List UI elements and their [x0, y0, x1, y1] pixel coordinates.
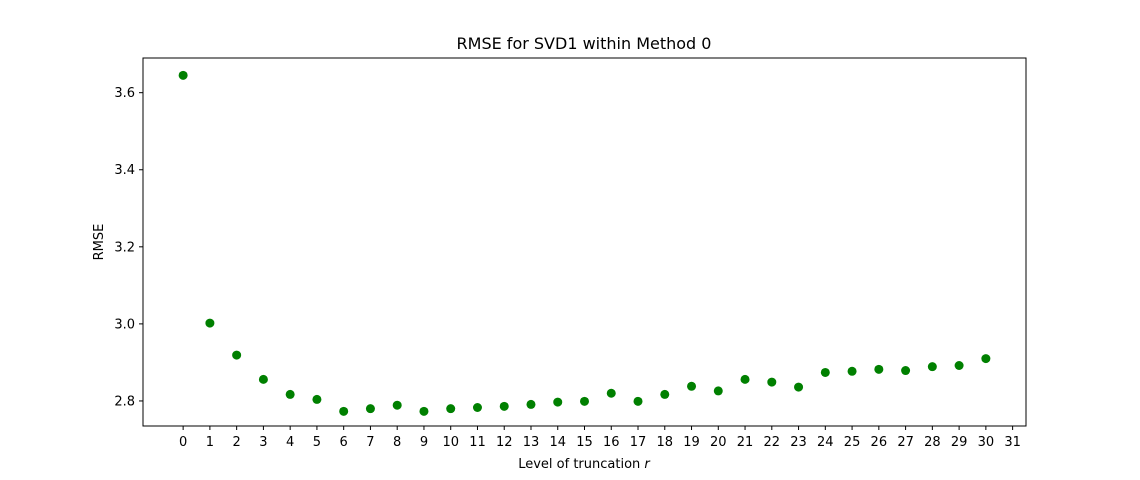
y-tick-label: 3.2 [114, 240, 135, 255]
x-tick-label: 16 [603, 435, 620, 450]
x-tick-label: 5 [313, 435, 321, 450]
data-point [499, 401, 509, 411]
x-axis-label-text: Level of truncation [518, 457, 640, 472]
plot-area [178, 70, 991, 416]
x-tick-label: 18 [656, 435, 673, 450]
x-tick-label: 14 [549, 435, 566, 450]
x-tick-label: 31 [1004, 435, 1021, 450]
data-point [419, 406, 429, 416]
x-tick-label: 27 [897, 435, 914, 450]
data-point [392, 400, 402, 410]
x-tick-label: 17 [630, 435, 647, 450]
data-point [901, 366, 911, 376]
y-tick-label: 3.6 [114, 86, 135, 101]
y-tick-label: 3.0 [114, 317, 135, 332]
data-point [339, 406, 349, 416]
x-tick-label: 3 [259, 435, 267, 450]
x-tick-label: 25 [844, 435, 861, 450]
data-point [767, 377, 777, 387]
data-point [312, 394, 322, 404]
x-tick-label: 29 [951, 435, 968, 450]
y-axis-label: RMSE [92, 224, 107, 261]
data-point [687, 381, 697, 391]
data-point [580, 396, 589, 406]
x-tick-label: 28 [924, 435, 941, 450]
data-point [365, 404, 375, 414]
data-point [285, 389, 295, 399]
data-point [981, 354, 991, 364]
x-axis-label-variable: r [644, 457, 651, 472]
data-point [258, 374, 268, 384]
x-tick-label: 9 [420, 435, 428, 450]
x-tick-label: 6 [340, 435, 348, 450]
data-point [178, 70, 188, 80]
x-tick-label: 21 [737, 435, 754, 450]
data-point [472, 403, 482, 413]
x-tick-label: 12 [496, 435, 513, 450]
x-tick-label: 15 [576, 435, 593, 450]
x-tick-label: 2 [233, 435, 241, 450]
data-point [794, 382, 804, 392]
data-point [553, 397, 563, 407]
x-tick-label: 11 [469, 435, 486, 450]
data-point [232, 350, 242, 360]
x-tick-label: 13 [523, 435, 540, 450]
x-tick-label: 10 [442, 435, 459, 450]
y-tick-label: 2.8 [114, 394, 135, 409]
x-tick-label: 26 [871, 435, 888, 450]
y-tick-label: 3.4 [114, 163, 135, 178]
data-point [660, 389, 670, 399]
y-axis: 2.8 3.0 3.2 3.4 3.6 [114, 86, 143, 409]
plot-frame [142, 57, 1027, 427]
data-point [526, 399, 536, 409]
x-tick-label: 4 [286, 435, 294, 450]
x-tick-label: 24 [817, 435, 834, 450]
data-point [713, 386, 723, 396]
x-tick-label: 19 [683, 435, 700, 450]
data-point [446, 404, 456, 414]
x-axis: 0 1 2 3 4 5 6 7 8 9 10 11 12 13 14 15 16 17 18 19 20 21 22 23 24… [179, 426, 1021, 450]
data-point [205, 318, 215, 328]
x-tick-label: 1 [206, 435, 214, 450]
x-axis-label: Level of truncation r [518, 457, 651, 472]
x-tick-label: 7 [366, 435, 374, 450]
x-tick-label: 8 [393, 435, 401, 450]
data-point [820, 367, 830, 377]
data-point [954, 361, 964, 371]
data-point [927, 362, 937, 372]
data-point [606, 388, 616, 398]
data-point [847, 366, 857, 376]
data-point [874, 364, 884, 374]
data-point [633, 396, 643, 406]
x-tick-label: 0 [179, 435, 187, 450]
data-point [740, 374, 750, 384]
chart-title: RMSE for SVD1 within Method 0 [457, 34, 712, 53]
x-tick-label: 23 [790, 435, 807, 450]
x-tick-label: 20 [710, 435, 727, 450]
x-tick-label: 30 [978, 435, 995, 450]
x-tick-label: 22 [764, 435, 781, 450]
